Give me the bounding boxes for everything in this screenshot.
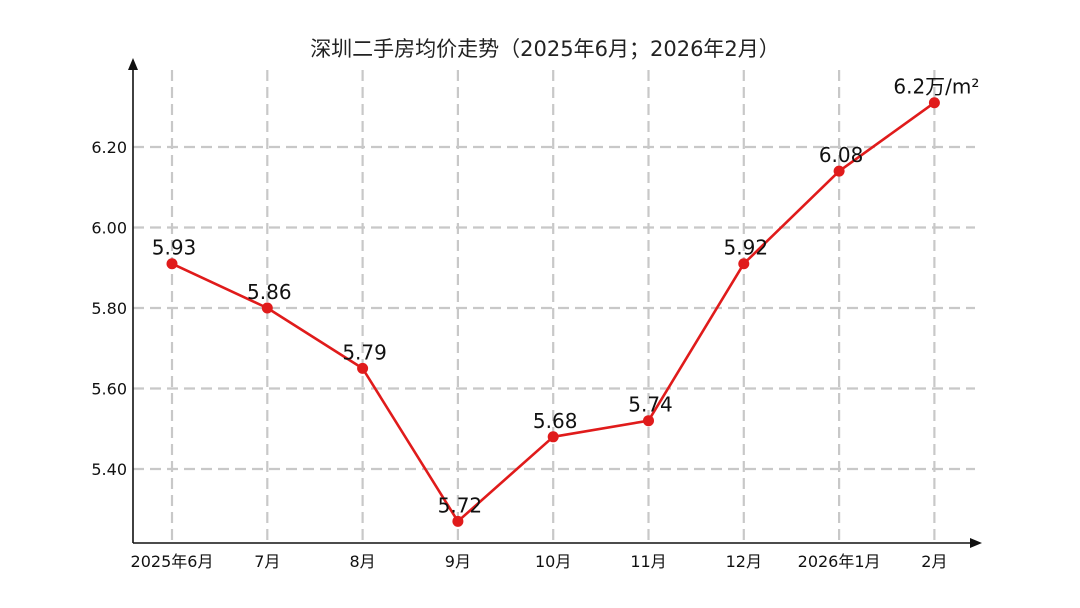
labels: 5.40 5.60 5.80 6.00 6.20 2025年6月 7月 8月 9月 10月 11月 1… — [91, 75, 979, 571]
data-point — [547, 431, 559, 443]
data-label: 5.72 — [438, 493, 483, 517]
x-tick-label: 10月 — [535, 552, 571, 571]
data-label: 6.2万/m² — [893, 75, 979, 99]
y-tick-label: 6.00 — [91, 219, 127, 238]
data-point — [452, 515, 464, 527]
grid-lines — [133, 70, 975, 543]
data-label: 5.86 — [247, 280, 292, 304]
x-tick-label: 11月 — [630, 552, 666, 571]
data-label: 5.92 — [724, 236, 769, 260]
axes — [128, 58, 982, 548]
y-tick-label: 5.40 — [91, 460, 127, 479]
x-tick-label: 2026年1月 — [798, 552, 881, 571]
data-point — [928, 97, 940, 109]
x-tick-label: 2月 — [921, 552, 947, 571]
data-point — [261, 302, 273, 314]
y-tick-label: 5.60 — [91, 380, 127, 399]
chart-title: 深圳二手房均价走势（2025年6月；2026年2月） — [310, 37, 780, 61]
y-tick-label: 6.20 — [91, 138, 127, 157]
x-axis-arrow — [970, 538, 982, 548]
data-point — [166, 258, 178, 270]
data-label: 5.74 — [628, 393, 673, 417]
data-point — [833, 165, 845, 177]
data-label: 5.79 — [342, 340, 387, 364]
data-label: 5.93 — [152, 236, 197, 260]
x-tick-label: 9月 — [445, 552, 471, 571]
y-tick-label: 5.80 — [91, 299, 127, 318]
data-label: 5.68 — [533, 409, 578, 433]
x-tick-label: 12月 — [726, 552, 762, 571]
data-point — [643, 415, 654, 427]
y-axis-arrow — [128, 58, 138, 70]
x-tick-label: 8月 — [350, 552, 376, 571]
data-point — [357, 362, 369, 374]
x-tick-label: 7月 — [254, 552, 280, 571]
series — [166, 97, 940, 527]
x-tick-label: 2025年6月 — [131, 552, 214, 571]
data-label: 6.08 — [819, 143, 864, 167]
data-point — [738, 258, 750, 270]
